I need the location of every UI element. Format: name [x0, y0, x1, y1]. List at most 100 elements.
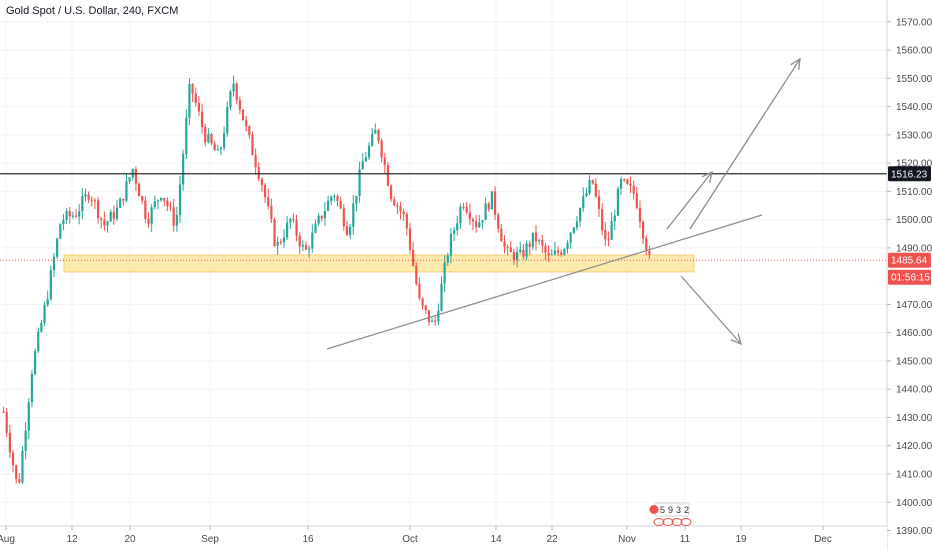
candle-body: [147, 218, 150, 224]
event-badge-digit: 3: [676, 505, 681, 515]
candle-body: [339, 200, 342, 209]
candle-body: [100, 218, 103, 220]
candle-body: [430, 320, 434, 322]
candle-body: [330, 196, 333, 201]
candlestick-series: [2, 75, 651, 485]
candle-body: [295, 219, 298, 237]
candle-body: [579, 208, 582, 222]
time-tick-label: 20: [124, 534, 136, 545]
candle-body: [172, 207, 175, 226]
candle-body: [623, 179, 626, 181]
candle-body: [65, 210, 68, 220]
candle-body: [594, 183, 597, 197]
candle-body: [399, 206, 402, 212]
candle-body: [326, 200, 330, 211]
candle-body: [556, 250, 560, 253]
price-tick-label: 1410.00: [896, 469, 932, 480]
time-tick-label: Nov: [618, 534, 636, 545]
candle-body: [626, 179, 629, 184]
candle-body: [418, 283, 421, 299]
candle-body: [613, 215, 616, 222]
candle-body: [134, 168, 137, 184]
candle-body: [336, 195, 339, 201]
candle-body: [5, 411, 8, 433]
price-tick-label: 1440.00: [896, 385, 932, 396]
candle-body: [122, 198, 125, 201]
candle-body: [43, 304, 46, 323]
candle-body: [465, 206, 468, 213]
candle-body: [308, 248, 311, 250]
candle-body: [159, 197, 163, 201]
candle-body: [93, 200, 97, 202]
price-tick-label: 1510.00: [896, 187, 932, 198]
candle-body: [235, 83, 238, 101]
candle-body: [478, 222, 481, 228]
resistance-price-tag: 1516.23: [891, 169, 928, 180]
candle-body: [412, 249, 415, 266]
support-zone-rect: [63, 254, 695, 273]
candle-body: [56, 238, 59, 257]
candle-body: [52, 256, 56, 271]
candle-body: [572, 227, 575, 233]
candle-body: [440, 283, 443, 311]
candle-body: [78, 211, 81, 217]
candle-body: [591, 180, 594, 184]
candle-body: [547, 252, 550, 256]
time-axis[interactable]: Aug 12 20 Sep 16 Oct 14 22 Nov 11 19 Dec: [0, 525, 887, 550]
candle-body: [59, 224, 62, 239]
event-badge-digit: 2: [684, 505, 689, 515]
candle-body: [380, 140, 383, 158]
candle-body: [166, 200, 169, 207]
candle-body: [619, 179, 623, 189]
candle-body: [226, 107, 229, 134]
candle-body: [550, 254, 553, 256]
candle-body: [645, 238, 648, 252]
candle-body: [601, 209, 604, 231]
candle-body: [141, 196, 144, 201]
time-tick-label: 19: [735, 534, 747, 545]
candle-body: [298, 236, 301, 247]
candle-body: [153, 201, 156, 208]
candle-body: [276, 241, 279, 246]
candle-body: [364, 157, 367, 162]
candle-body: [446, 255, 449, 263]
candle-body: [538, 240, 541, 242]
candle-body: [109, 211, 112, 222]
candle-body: [642, 221, 645, 239]
candle-body: [62, 219, 65, 225]
support-zone: [63, 254, 695, 273]
candle-body: [415, 265, 418, 284]
candle-body: [304, 245, 308, 250]
candle-body: [405, 214, 408, 229]
candle-body: [273, 219, 276, 246]
time-axis-bg: [0, 526, 887, 550]
candle-body: [96, 200, 100, 219]
time-tick-label: 11: [680, 534, 691, 545]
trendline: [326, 214, 763, 350]
candle-body: [81, 196, 84, 212]
bar-countdown-tag: 01:56:15: [891, 273, 930, 284]
candle-body: [18, 479, 21, 483]
candle-body: [503, 241, 506, 248]
candle-body: [462, 206, 465, 208]
price-tags: 1516.23 1485.64 01:56:15: [888, 166, 931, 285]
candle-body: [267, 197, 270, 206]
price-tick-label: 1490.00: [896, 243, 932, 254]
price-tick-label: 1550.00: [896, 74, 932, 85]
candle-body: [371, 133, 374, 146]
candle-body: [389, 185, 393, 200]
candle-body: [374, 129, 377, 134]
candle-body: [21, 450, 24, 483]
candle-body: [349, 226, 352, 236]
candle-body: [443, 262, 446, 284]
last-price-tag: 1485.64: [891, 256, 928, 267]
candle-body: [320, 215, 323, 219]
candle-body: [292, 219, 295, 221]
candle-body: [178, 184, 182, 215]
candle-body: [648, 251, 651, 255]
candle-body: [210, 133, 213, 144]
time-tick-label: 12: [66, 534, 78, 545]
arrow-down-head: [730, 333, 742, 346]
